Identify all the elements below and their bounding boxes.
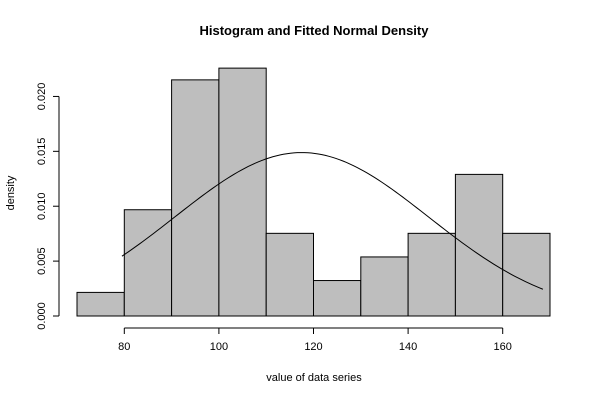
y-axis-label: density <box>5 175 17 210</box>
y-tick-label: 0.015 <box>36 138 48 166</box>
x-tick-label: 120 <box>304 341 322 353</box>
histogram-bar <box>407 232 456 317</box>
y-tick-label: 0.005 <box>36 247 48 275</box>
x-tick-label: 140 <box>399 341 417 353</box>
x-tick-label: 80 <box>118 341 130 353</box>
x-tick-label: 100 <box>210 341 228 353</box>
x-axis-label: value of data series <box>266 372 362 384</box>
y-tick-label: 0.000 <box>36 302 48 330</box>
histogram-bar <box>171 79 220 317</box>
histogram-bar <box>313 280 362 317</box>
histogram-bar <box>76 291 125 317</box>
histogram-bar <box>454 173 504 317</box>
fitted-normal-curve <box>121 152 544 290</box>
histogram-bar <box>265 232 315 317</box>
x-axis: 80 100 120 140 160 <box>118 327 512 353</box>
histogram-bar <box>502 232 551 317</box>
x-tick-label: 160 <box>494 341 512 353</box>
bars-group <box>76 67 551 317</box>
y-tick-label: 0.020 <box>36 83 48 111</box>
y-tick-label: 0.010 <box>36 192 48 220</box>
histogram-bar <box>218 67 267 317</box>
y-axis: 0.000 0.005 0.010 0.015 0.020 <box>36 83 60 330</box>
histogram-bar <box>123 209 173 317</box>
chart-title: Histogram and Fitted Normal Density <box>200 23 430 38</box>
histogram-bar <box>360 256 409 317</box>
